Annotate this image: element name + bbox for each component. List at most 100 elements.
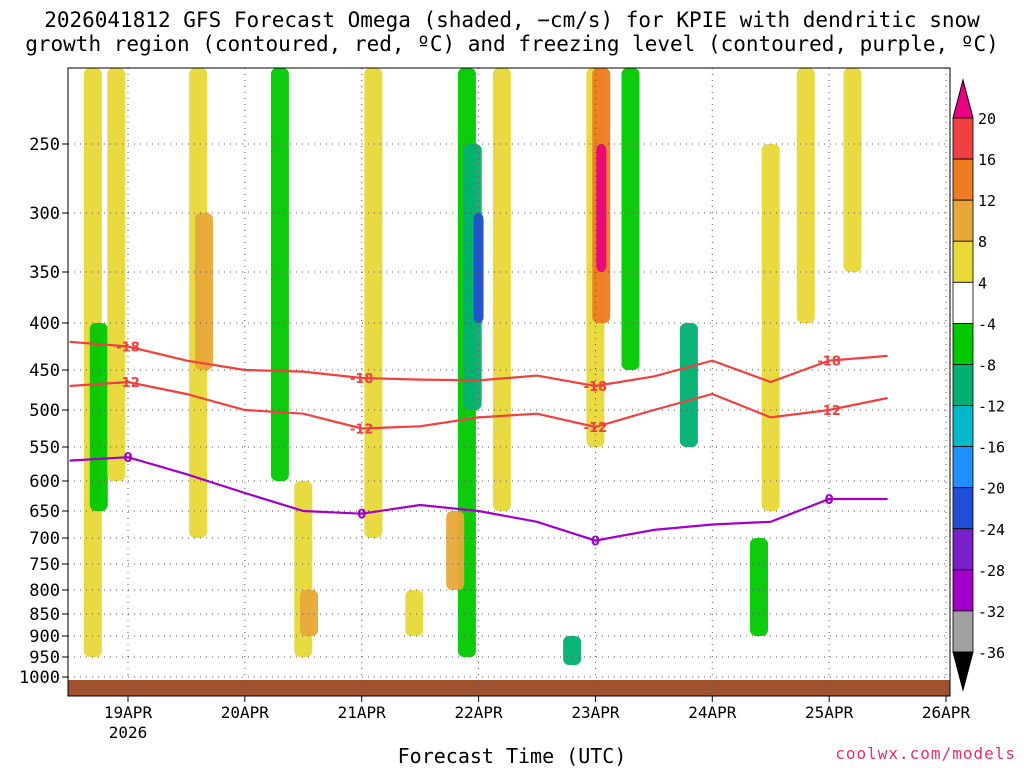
y-tick-label: 550	[29, 438, 60, 458]
y-tick-label: 850	[29, 605, 60, 625]
omega-shade-cell	[300, 590, 319, 636]
colorbar-swatch	[952, 364, 974, 406]
shaded-omega-layer	[83, 68, 862, 665]
x-axis: 19APR 20APR 21APR 22APR 23APR 24APR 25APR 26APR…	[104, 696, 971, 742]
contour-label: -12	[350, 423, 374, 438]
x-tick-label: 25APR	[805, 703, 854, 722]
contour-line	[69, 380, 888, 430]
y-tick-label: 600	[29, 472, 60, 492]
x-tick-label: 23APR	[571, 703, 620, 722]
omega-shade-cell	[843, 68, 862, 272]
x-tick-label: 24APR	[688, 703, 737, 722]
omega-shade-cell	[621, 68, 640, 370]
colorbar-label: -24	[978, 521, 1005, 539]
colorbar-label: -20	[978, 480, 1005, 498]
omega-shade-cell	[473, 213, 484, 323]
x-tick-label: 19APR	[104, 703, 153, 722]
colorbar-swatch	[952, 322, 974, 365]
colorbar-swatch	[952, 405, 974, 448]
contour-line	[69, 456, 888, 542]
colorbar-swatch	[952, 487, 974, 530]
plot-frame	[67, 67, 951, 697]
chart-title-line1: 2026041812 GFS Forecast Omega (shaded, −…	[44, 8, 980, 32]
colorbar-swatch	[952, 158, 974, 201]
contour-label: 0	[825, 493, 834, 508]
y-tick-label: 750	[29, 555, 60, 575]
colorbar-swatch	[952, 281, 974, 324]
contour-label: 0	[357, 508, 366, 523]
contour-label: -18	[350, 372, 374, 387]
x-tick-label: 21APR	[338, 703, 387, 722]
y-tick-label: 800	[29, 581, 60, 601]
x-axis-label: Forecast Time (UTC)	[397, 744, 627, 768]
contour-label: -12	[817, 404, 841, 419]
omega-shade-cell	[563, 636, 582, 665]
colorbar-label: -32	[978, 603, 1005, 621]
omega-shade-cell	[761, 144, 780, 511]
colorbar-swatch	[952, 610, 974, 653]
omega-shade-cell	[492, 68, 511, 511]
omega-shade-cell	[364, 68, 383, 538]
chart-title-line2: growth region (contoured, red, ºC) and f…	[25, 32, 999, 56]
omega-shade-cell	[679, 323, 698, 447]
omega-shade-cell	[446, 511, 465, 590]
contour-lines: -18 -18 -18 -18 -12 -12 -12 -12 0 0 0 0	[69, 340, 888, 550]
colorbar-label: 8	[978, 233, 987, 251]
contour-label: -18	[817, 355, 841, 370]
colorbar-swatch	[952, 199, 974, 242]
y-axis: 2503003504004505005506006507007508008509…	[19, 135, 68, 688]
contour-line	[69, 340, 888, 388]
colorbar-label: -28	[978, 562, 1005, 580]
colorbar-swatch	[952, 528, 974, 571]
contour-label: 0	[591, 535, 600, 550]
colorbar-label: 12	[978, 192, 996, 210]
site-credit[interactable]: coolwx.com/models	[835, 744, 1016, 763]
y-tick-label: 650	[29, 502, 60, 522]
contour-label: -18	[584, 380, 608, 395]
x-tick-label: 22APR	[454, 703, 503, 722]
colorbar-bottom-arrow	[952, 651, 974, 692]
colorbar-top-arrow	[952, 78, 974, 119]
y-tick-label: 900	[29, 627, 60, 647]
ground-fill	[68, 680, 950, 696]
x-tick-label: 26APR	[922, 703, 971, 722]
omega-shade-cell	[596, 144, 607, 272]
y-tick-label: 1000	[19, 668, 60, 688]
colorbar-swatch	[952, 117, 974, 160]
colorbar-label: -12	[978, 398, 1005, 416]
omega-shade-cell	[195, 213, 213, 370]
omega-shade-cell	[270, 68, 289, 481]
omega-shade-cell	[89, 323, 108, 511]
y-tick-label: 250	[29, 135, 60, 155]
y-tick-label: 400	[29, 314, 60, 334]
contour-label: -12	[116, 376, 140, 391]
contour-label: -18	[116, 341, 140, 356]
x-tick-year: 2026	[109, 723, 148, 742]
omega-shade-cell	[463, 144, 482, 410]
y-tick-label: 450	[29, 361, 60, 381]
colorbar-swatch	[952, 569, 974, 612]
y-tick-label: 500	[29, 401, 60, 421]
y-tick-label: 300	[29, 204, 60, 224]
colorbar-label: 4	[978, 274, 987, 292]
y-tick-label: 700	[29, 529, 60, 549]
colorbar-label: 16	[978, 151, 996, 169]
omega-shade-cell	[405, 590, 424, 636]
colorbar-label: 20	[978, 110, 996, 128]
colorbar-label: -8	[978, 356, 996, 374]
colorbar-label: -16	[978, 439, 1005, 457]
colorbar-label: -36	[978, 644, 1005, 662]
y-tick-label: 350	[29, 263, 60, 283]
contour-label: 0	[123, 451, 132, 466]
omega-shade-cell	[750, 538, 768, 636]
colorbar: 20 16 12 8 4 -4 -8 -12 -16 -20 -24 -28 -32 -36	[952, 78, 1005, 692]
x-tick-label: 20APR	[221, 703, 270, 722]
ground-surface	[68, 680, 950, 696]
colorbar-swatch	[952, 240, 974, 283]
colorbar-label: -4	[978, 315, 996, 333]
omega-shade-cell	[796, 68, 815, 323]
contour-label: -12	[584, 421, 608, 436]
omega-shade-cell	[107, 68, 126, 481]
y-tick-label: 950	[29, 648, 60, 668]
